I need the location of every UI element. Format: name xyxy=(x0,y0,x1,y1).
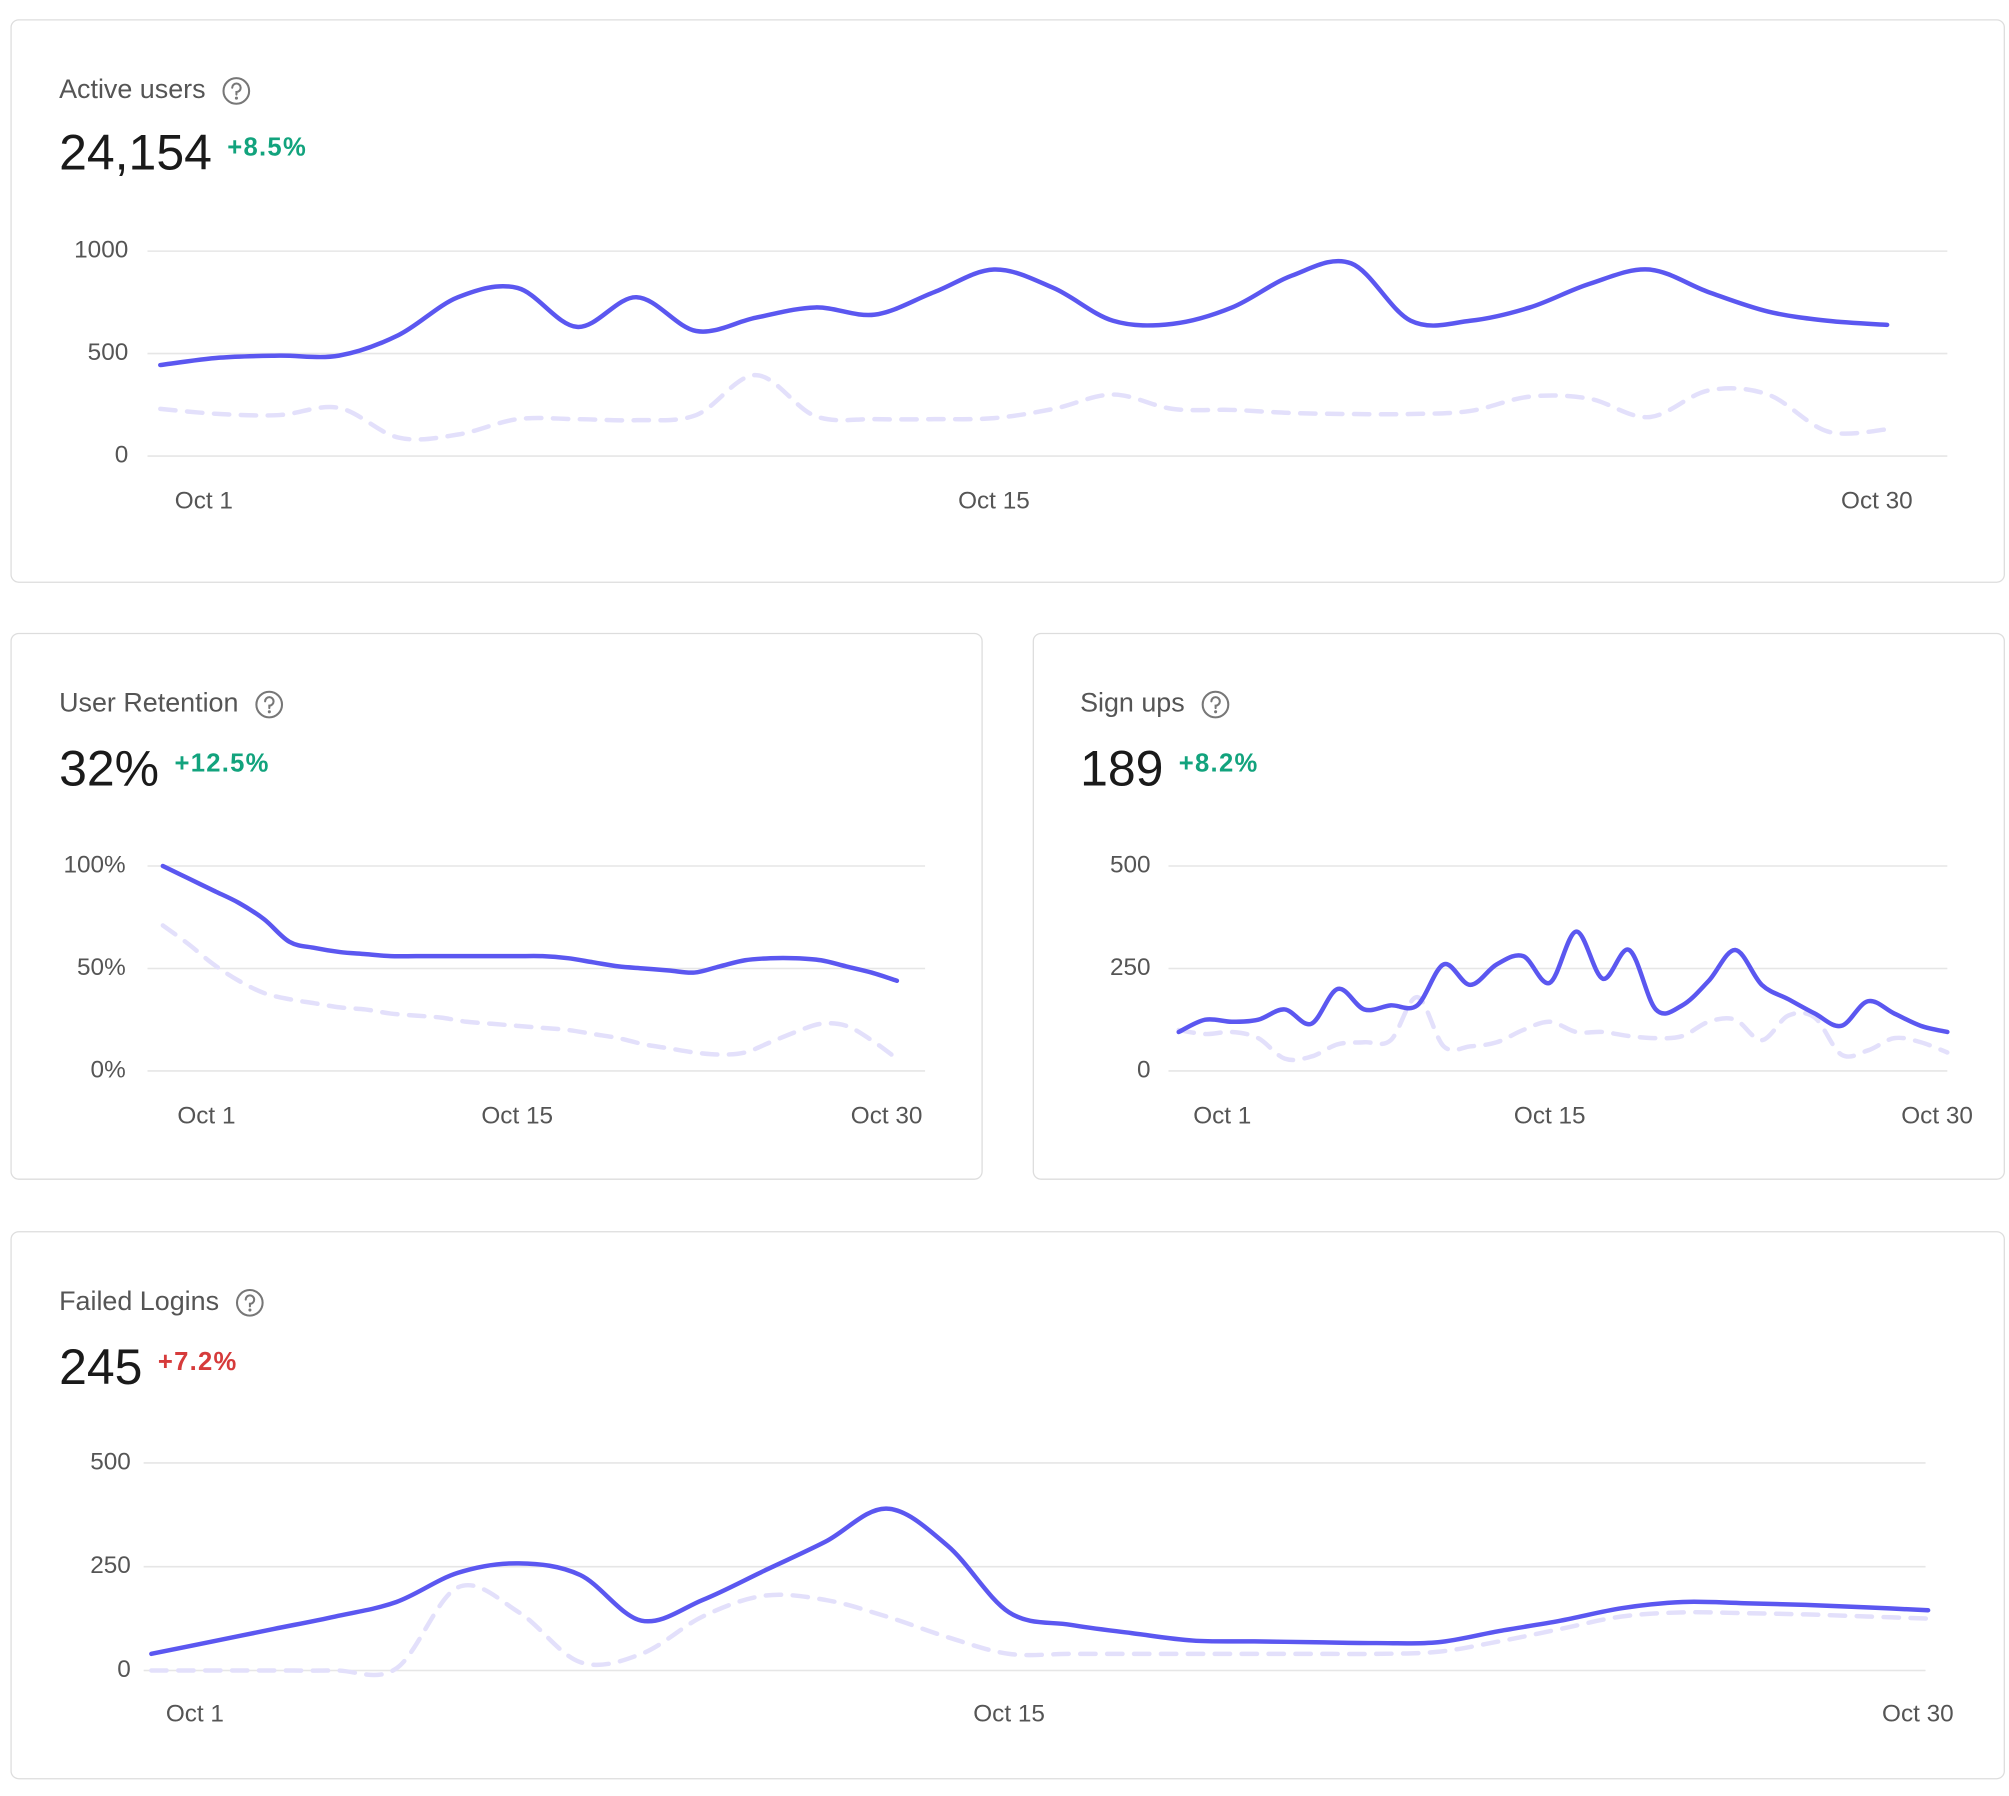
series-line xyxy=(158,258,1890,368)
help-icon[interactable] xyxy=(222,77,251,105)
series-line xyxy=(149,1583,1931,1678)
card-title: Failed Logins xyxy=(59,1286,219,1316)
help-circle xyxy=(255,690,284,719)
y-tick-label: 0% xyxy=(91,1056,126,1083)
x-tick-label: Oct 1 xyxy=(166,1701,224,1728)
y-tick-label: 250 xyxy=(90,1552,131,1579)
help-circle xyxy=(1201,690,1230,719)
y-tick-label: 50% xyxy=(77,954,126,981)
card-title: User Retention xyxy=(59,688,238,718)
help-dot xyxy=(1214,710,1218,714)
x-tick-label: Oct 15 xyxy=(1514,1102,1586,1129)
card xyxy=(10,19,2005,583)
help-icon[interactable] xyxy=(1201,690,1230,719)
card xyxy=(10,1231,2005,1780)
card xyxy=(1032,632,2005,1180)
kpi-value: 32% xyxy=(59,741,159,797)
x-tick-label: Oct 30 xyxy=(1841,488,1913,515)
help-mark xyxy=(1210,696,1221,710)
y-tick-label: 0 xyxy=(1137,1056,1151,1083)
help-circle xyxy=(222,77,251,105)
card-title: Active users xyxy=(59,74,205,104)
help-dot xyxy=(267,710,271,714)
series-line xyxy=(160,863,900,983)
help-icon[interactable] xyxy=(235,1288,264,1317)
kpi-change: +8.5% xyxy=(227,133,307,161)
help-mark xyxy=(231,82,242,96)
x-tick-label: Oct 15 xyxy=(973,1701,1045,1728)
help-mark xyxy=(264,696,275,710)
kpi-change: +12.5% xyxy=(174,750,269,778)
y-tick-label: 500 xyxy=(1110,851,1151,878)
help-mark xyxy=(244,1294,256,1308)
x-tick-label: Oct 15 xyxy=(481,1102,553,1129)
kpi-change: +7.2% xyxy=(158,1348,238,1376)
series-line xyxy=(1176,929,1950,1035)
series-line xyxy=(149,1506,1931,1657)
x-tick-label: Oct 1 xyxy=(177,1102,235,1129)
card-title: Sign ups xyxy=(1080,688,1185,718)
x-tick-label: Oct 15 xyxy=(958,488,1030,515)
help-dot xyxy=(234,96,238,100)
series-line xyxy=(1176,994,1950,1063)
kpi-value: 245 xyxy=(59,1339,142,1395)
x-tick-label: Oct 30 xyxy=(851,1102,923,1129)
card xyxy=(10,632,983,1180)
series-line xyxy=(160,923,900,1061)
kpi-change: +8.2% xyxy=(1179,750,1259,778)
y-tick-label: 250 xyxy=(1110,954,1151,981)
y-tick-label: 0 xyxy=(115,441,129,468)
y-tick-label: 1000 xyxy=(74,237,128,264)
y-tick-label: 0 xyxy=(117,1656,131,1683)
y-tick-label: 100% xyxy=(63,851,125,878)
x-tick-label: Oct 30 xyxy=(1901,1102,1973,1129)
kpi-value: 24,154 xyxy=(59,124,212,180)
x-tick-label: Oct 30 xyxy=(1882,1701,1954,1728)
x-tick-label: Oct 1 xyxy=(175,488,233,515)
help-icon[interactable] xyxy=(255,690,284,719)
help-dot xyxy=(248,1308,252,1312)
y-tick-label: 500 xyxy=(88,339,129,366)
kpi-value: 189 xyxy=(1080,741,1163,797)
x-tick-label: Oct 1 xyxy=(1193,1102,1251,1129)
help-circle xyxy=(235,1288,264,1317)
series-line xyxy=(158,372,1890,442)
y-tick-label: 500 xyxy=(90,1448,131,1475)
